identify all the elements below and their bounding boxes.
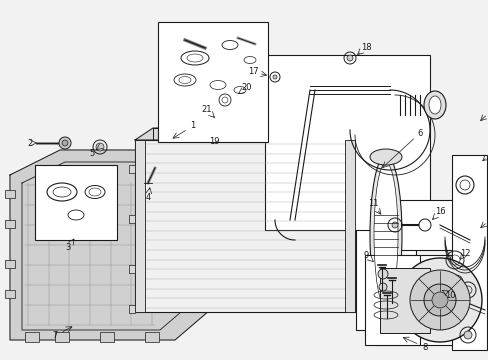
Text: 12: 12 (459, 248, 469, 257)
Text: 11: 11 (367, 199, 378, 208)
Polygon shape (354, 128, 372, 312)
Text: 2: 2 (27, 139, 33, 148)
Bar (5, 260, 15, 268)
Ellipse shape (369, 149, 401, 165)
Circle shape (377, 269, 387, 279)
Text: 8: 8 (422, 342, 427, 351)
Ellipse shape (428, 96, 440, 114)
Ellipse shape (423, 91, 445, 119)
Bar (135, 140, 354, 312)
Text: 5: 5 (89, 148, 95, 158)
Text: 14: 14 (486, 148, 488, 158)
Text: 3: 3 (65, 243, 71, 252)
Bar (364, 255, 419, 345)
Circle shape (391, 222, 397, 228)
Text: 21: 21 (202, 105, 212, 114)
Bar (264, 55, 429, 230)
Polygon shape (135, 128, 372, 140)
Bar (100, 332, 114, 342)
Bar (129, 265, 135, 273)
Text: 17: 17 (247, 68, 258, 77)
Text: 18: 18 (360, 42, 370, 51)
Circle shape (463, 331, 471, 339)
Circle shape (346, 55, 352, 61)
Text: 7: 7 (52, 332, 58, 341)
Circle shape (423, 284, 455, 316)
Bar (129, 215, 135, 223)
Text: 6: 6 (416, 129, 422, 138)
Bar (129, 165, 135, 173)
Text: 4: 4 (145, 194, 150, 202)
Text: 10: 10 (444, 291, 454, 300)
Bar (129, 305, 135, 313)
Text: 20: 20 (241, 84, 252, 93)
Circle shape (431, 292, 447, 308)
Text: 13: 13 (486, 105, 488, 114)
Text: 15: 15 (486, 213, 488, 222)
Circle shape (378, 283, 386, 291)
Bar (55, 332, 69, 342)
Text: 19: 19 (208, 138, 219, 147)
Circle shape (96, 143, 104, 151)
Circle shape (272, 75, 276, 79)
Bar (5, 190, 15, 198)
Bar (374, 200, 459, 250)
Bar (145, 332, 159, 342)
Bar (451, 155, 486, 350)
Text: 16: 16 (434, 207, 445, 216)
Circle shape (397, 258, 481, 342)
Ellipse shape (373, 162, 397, 307)
Bar (379, 268, 429, 333)
Ellipse shape (369, 155, 401, 315)
Polygon shape (153, 128, 372, 300)
Bar (5, 290, 15, 298)
Circle shape (59, 137, 71, 149)
Bar (35, 165, 117, 240)
Text: 1: 1 (190, 122, 195, 130)
Bar (5, 220, 15, 228)
Bar (374, 255, 488, 345)
Polygon shape (10, 150, 209, 340)
Bar (135, 140, 145, 312)
Circle shape (409, 270, 469, 330)
Text: 9: 9 (363, 251, 368, 260)
Bar (158, 22, 267, 142)
Circle shape (62, 140, 68, 146)
Bar (355, 140, 415, 330)
Bar (345, 140, 354, 312)
Bar (25, 332, 39, 342)
